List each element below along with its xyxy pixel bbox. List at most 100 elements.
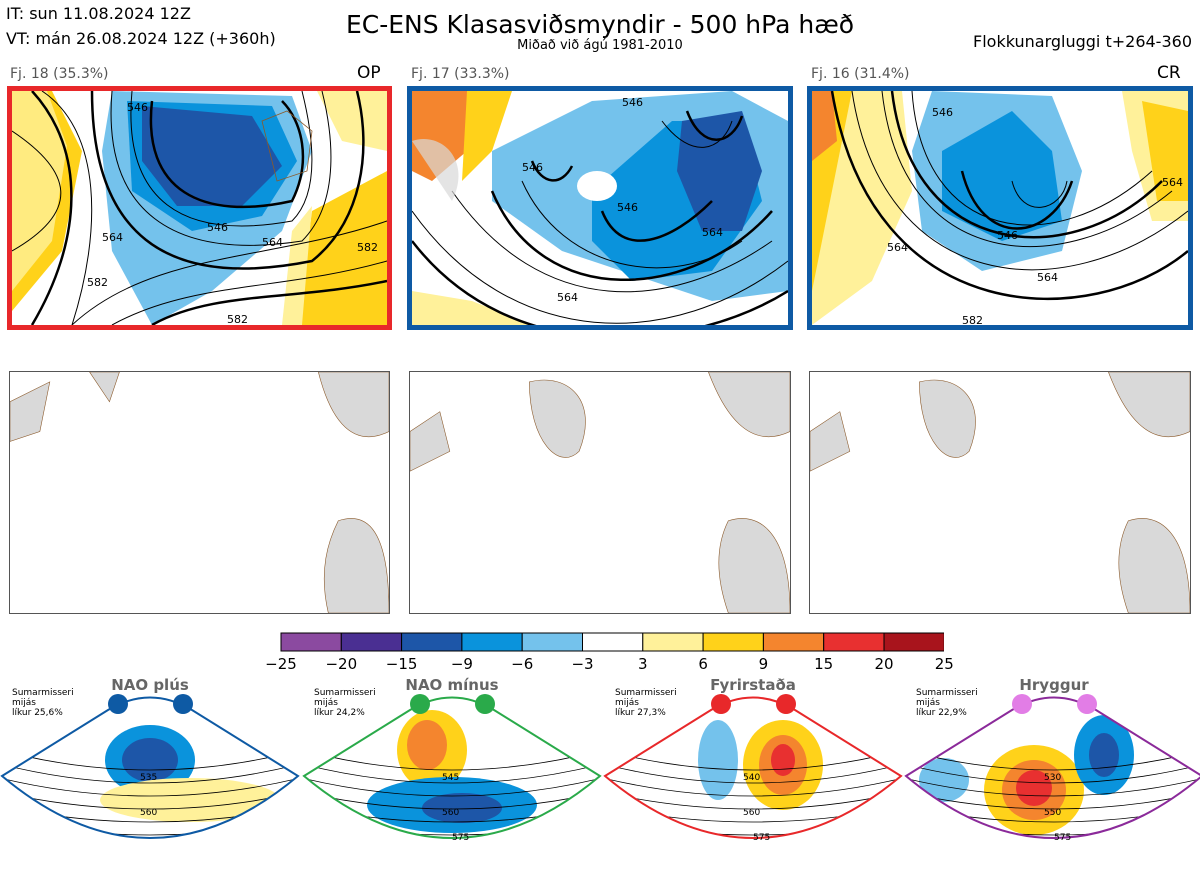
- colorbar-tick-label: −15: [385, 655, 418, 673]
- regime-dot: [1012, 694, 1032, 714]
- regime-dot: [475, 694, 495, 714]
- regime-contour: [605, 763, 901, 784]
- regime-title: NAO plús: [111, 676, 189, 694]
- colorbar-swatch: [401, 632, 463, 652]
- colorbar-swatch: [340, 632, 403, 652]
- regime-contour: [605, 749, 901, 771]
- cluster-map-1: 546 564 582 564 546 582 582: [12, 91, 387, 325]
- panel-2-label: Fj. 17 (33.3%): [411, 66, 510, 82]
- regime-contour-label: 560: [140, 808, 157, 818]
- regime-title: Hryggur: [1019, 676, 1089, 694]
- contour-label: 564: [1037, 271, 1058, 284]
- contour-label: 564: [702, 226, 723, 239]
- regime-frame: [603, 696, 903, 839]
- regime-contour-label: 560: [442, 808, 459, 818]
- colorbar-tick-label: −9: [450, 655, 473, 673]
- regime-note: Sumarmisseri mijás líkur 24,2%: [314, 688, 376, 718]
- regime-contour-label: 575: [452, 833, 469, 843]
- anomaly-gap: [577, 171, 617, 201]
- regime-contour: [302, 848, 602, 861]
- contour-label: 564: [262, 236, 283, 249]
- anomaly-negative-core: [142, 106, 282, 206]
- regime-anomaly: [1089, 733, 1119, 777]
- regime-note: Sumarmisseri mijás líkur 25,6%: [12, 688, 74, 718]
- cluster-map-panel-1: 546 564 582 564 546 582 582: [7, 86, 392, 330]
- regime-frame: [0, 696, 300, 839]
- cluster-map-panel-3: 546 564 564 582 564 546: [807, 86, 1193, 330]
- initial-time: IT: sun 11.08.2024 12Z: [6, 4, 191, 23]
- colorbar-swatch: [762, 632, 825, 652]
- chart-subtitle: Miðað við ágú 1981-2010: [517, 38, 683, 53]
- regime-contour-label: 535: [140, 773, 157, 783]
- anomaly-positive-east: [297, 171, 387, 325]
- regime-dot: [1077, 694, 1097, 714]
- regime-title: NAO mínus: [405, 676, 499, 694]
- blank-map-2: [409, 371, 791, 614]
- contour-label: 546: [997, 229, 1018, 242]
- regime-map: 530 550 575: [904, 694, 1200, 861]
- regime-contour: [2, 833, 298, 838]
- blank-map-1-canvas: [10, 372, 389, 613]
- regime-contour: [2, 763, 298, 784]
- colorbar-swatch: [642, 632, 704, 652]
- blank-map-3: [809, 371, 1191, 614]
- regime-contour: [304, 777, 600, 797]
- regime-contour: [906, 833, 1200, 838]
- regime-contour: [0, 848, 300, 861]
- valid-time: VT: mán 26.08.2024 12Z (+360h): [6, 29, 276, 48]
- colorbar-swatch: [461, 632, 523, 652]
- regime-contour: [906, 763, 1200, 784]
- contour-label: 564: [102, 231, 123, 244]
- colorbar-swatch: [521, 632, 583, 652]
- contour-label: 546: [932, 106, 953, 119]
- regime-contour-label: 545: [442, 773, 459, 783]
- colorbar-tick-label: 3: [638, 655, 648, 673]
- regime-contour: [304, 763, 600, 784]
- contour-label: 582: [357, 241, 378, 254]
- regime-contour-label: 560: [743, 808, 760, 818]
- regime-title: Fyrirstaða: [710, 676, 796, 694]
- regime-contour: [605, 777, 901, 797]
- regime-anomaly: [771, 744, 795, 776]
- regime-contour-label: 575: [1054, 833, 1071, 843]
- regime-anomaly: [919, 758, 969, 802]
- colorbar-swatch: [582, 632, 644, 652]
- colorbar-tick-label: 20: [874, 655, 894, 673]
- contour-label: 582: [87, 276, 108, 289]
- contour-label: 546: [522, 161, 543, 174]
- regime-contour: [906, 791, 1200, 810]
- regime-dot: [108, 694, 128, 714]
- anomaly-weak-ne: [317, 91, 387, 151]
- contour-label: 546: [207, 221, 228, 234]
- regime-note: Sumarmisseri mijás líkur 27,3%: [615, 688, 677, 718]
- classification-window: Flokkunargluggi t+264-360: [973, 32, 1192, 51]
- regime-map: 540 560 575: [603, 694, 903, 861]
- contour-label: 582: [227, 313, 248, 325]
- coastline: [261, 110, 313, 182]
- panel-3-label: Fj. 16 (31.4%): [811, 66, 910, 82]
- regime-contour-label: 540: [743, 773, 760, 783]
- contour-label: 582: [962, 314, 983, 325]
- regime-anomaly: [1016, 770, 1052, 806]
- regime-anomaly: [422, 793, 502, 823]
- colorbar-swatch: [883, 632, 944, 652]
- blank-map-2-canvas: [410, 372, 790, 613]
- anomaly-negative-core: [677, 111, 762, 231]
- regime-anomaly: [407, 720, 447, 770]
- regime-contour: [304, 791, 600, 810]
- cluster-map-3: 546 564 564 582 564 546: [812, 91, 1188, 325]
- anomaly-weak-sw: [412, 291, 532, 325]
- regime-contour: [904, 848, 1200, 861]
- colorbar-swatch: [280, 632, 342, 652]
- regime-contour: [603, 848, 903, 861]
- regime-frame: [904, 696, 1200, 839]
- blank-map-1: [9, 371, 390, 614]
- regime-dot: [410, 694, 430, 714]
- regime-contour: [2, 777, 298, 797]
- regime-contour-label: 575: [753, 833, 770, 843]
- anomaly-strong-west: [812, 91, 837, 161]
- colorbar-tick-label: 6: [698, 655, 708, 673]
- panel-1-label: Fj. 18 (35.3%): [10, 66, 109, 82]
- colorbar-tick-label: 25: [934, 655, 954, 673]
- contour-label: 564: [1162, 176, 1183, 189]
